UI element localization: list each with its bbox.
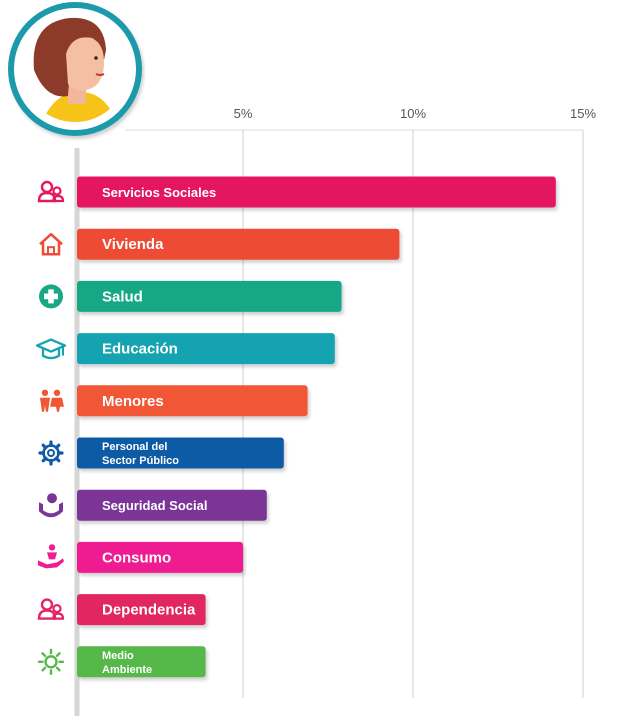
bar bbox=[77, 228, 400, 260]
sun-icon bbox=[37, 648, 65, 675]
x-tick-label: 5% bbox=[234, 106, 253, 121]
bar bbox=[77, 280, 342, 312]
bar-label: Dependencia bbox=[102, 602, 196, 619]
bar-label: Personal del Sector Público bbox=[102, 441, 179, 467]
bar-group: Medio Ambiente bbox=[77, 646, 206, 678]
bar bbox=[77, 541, 243, 573]
x-tick-labels: 5% 10% 15% bbox=[234, 106, 597, 121]
avatar bbox=[8, 2, 142, 136]
bar bbox=[77, 594, 206, 626]
hands-care-icon bbox=[39, 493, 63, 518]
hand-gift-icon bbox=[38, 544, 64, 569]
x-tick-label: 10% bbox=[400, 106, 426, 121]
bars: Servicios Sociales Vivienda Salud Educación… bbox=[77, 176, 556, 678]
bar-group: Seguridad Social bbox=[77, 489, 267, 521]
category-icons bbox=[35, 180, 67, 675]
children-icon bbox=[40, 389, 64, 412]
woman-avatar-icon bbox=[22, 16, 128, 122]
house-icon bbox=[39, 232, 63, 256]
bar-group: Servicios Sociales bbox=[77, 176, 556, 208]
bar-group: Personal del Sector Público bbox=[77, 437, 284, 469]
graduation-cap-icon bbox=[35, 338, 67, 360]
bar-label: Salud bbox=[102, 288, 143, 305]
x-gridlines bbox=[125, 129, 584, 698]
bar-group: Vivienda bbox=[77, 228, 400, 260]
bar bbox=[77, 646, 206, 678]
bar-group: Educación bbox=[77, 333, 335, 365]
bar-group: Salud bbox=[77, 280, 342, 312]
x-tick-label: 15% bbox=[570, 106, 596, 121]
bar-label: Servicios Sociales bbox=[102, 185, 216, 200]
bar bbox=[77, 437, 284, 469]
bar bbox=[77, 176, 556, 208]
bar-label: Vivienda bbox=[102, 236, 164, 253]
bar-label: Medio Ambiente bbox=[102, 650, 152, 676]
bar-group: Consumo bbox=[77, 541, 243, 573]
bar-label: Consumo bbox=[102, 549, 171, 566]
bar bbox=[77, 333, 335, 365]
bar-group: Dependencia bbox=[77, 594, 206, 626]
health-cross-icon bbox=[39, 284, 63, 309]
bar-label: Educación bbox=[102, 341, 178, 358]
people-icon bbox=[37, 598, 65, 620]
people-icon bbox=[37, 180, 65, 203]
gear-icon bbox=[38, 440, 64, 466]
bar-label: Seguridad Social bbox=[102, 498, 207, 513]
bar-group: Menores bbox=[77, 385, 308, 417]
bar-label: Menores bbox=[102, 393, 164, 410]
bar bbox=[77, 385, 308, 417]
bar bbox=[77, 489, 267, 521]
